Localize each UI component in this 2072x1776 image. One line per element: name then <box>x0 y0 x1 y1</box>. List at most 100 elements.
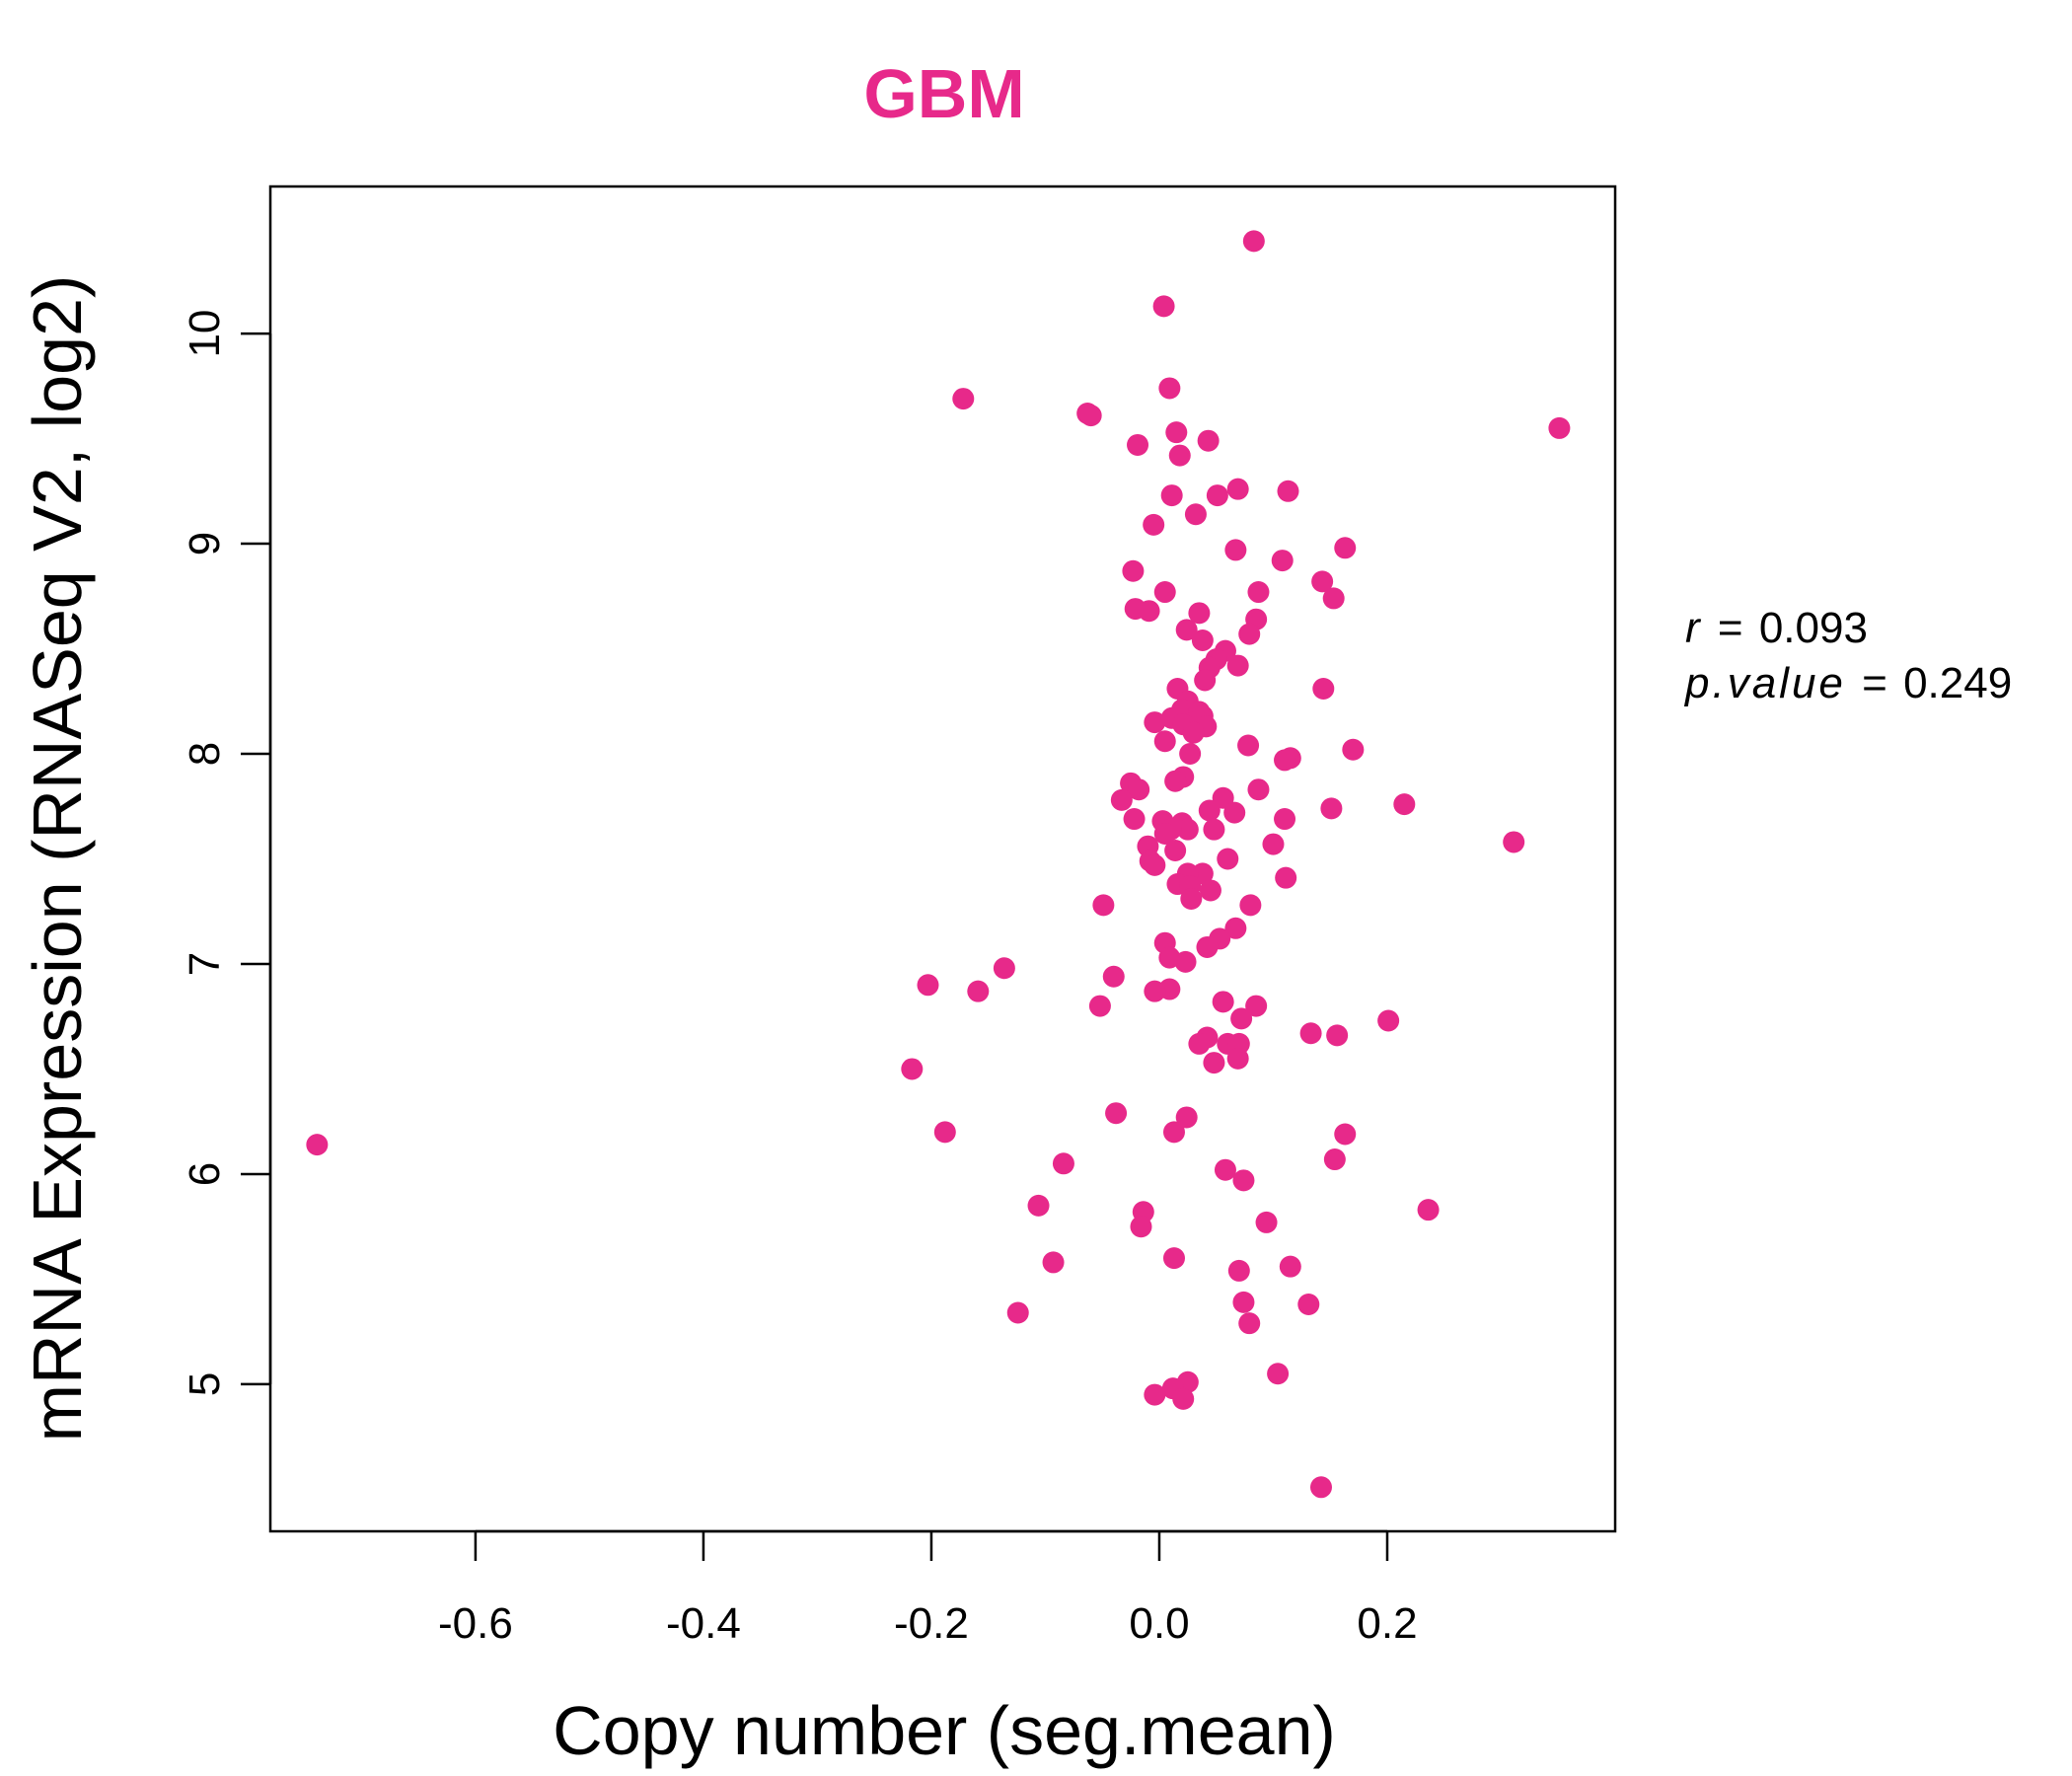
data-point <box>1160 484 1183 507</box>
data-point <box>1377 1009 1400 1032</box>
y-tick-label: 5 <box>181 1372 229 1396</box>
chart-title: GBM <box>863 55 1024 132</box>
data-point <box>1123 808 1146 831</box>
data-point <box>1110 788 1133 811</box>
data-point <box>1122 559 1145 582</box>
data-point <box>1168 444 1191 467</box>
data-point <box>1255 1211 1278 1233</box>
data-point <box>1326 1024 1349 1047</box>
data-points <box>306 230 1571 1499</box>
p-value: 0.249 <box>1903 659 2012 707</box>
y-axis-label: mRNA Expression (RNASeq V2, log2) <box>19 275 96 1443</box>
y-tick-label: 7 <box>181 952 229 976</box>
data-point <box>1548 416 1571 439</box>
data-point <box>1198 799 1221 822</box>
data-point <box>1184 503 1207 526</box>
data-point <box>1247 778 1270 801</box>
data-point <box>1203 1052 1225 1074</box>
data-point <box>1203 818 1225 841</box>
data-point <box>1299 1022 1322 1045</box>
data-point <box>1230 1007 1253 1030</box>
data-point <box>1165 421 1188 444</box>
x-axis: -0.6 -0.4 -0.2 0.0 0.2 <box>438 1529 1418 1648</box>
data-point <box>1102 965 1125 988</box>
data-point <box>1027 1194 1050 1217</box>
data-point <box>1503 831 1525 853</box>
data-point <box>993 957 1015 980</box>
data-point <box>1212 786 1234 809</box>
data-point <box>1267 1363 1290 1385</box>
data-point <box>1191 629 1214 652</box>
data-point <box>1224 539 1247 561</box>
data-point <box>1245 995 1268 1017</box>
data-point <box>1174 950 1197 973</box>
r-equals: = <box>1718 604 1743 652</box>
data-point <box>933 1121 956 1144</box>
data-point <box>1206 484 1228 507</box>
data-point <box>1196 935 1219 958</box>
correlation-stat: r = 0.093 <box>1685 604 1868 652</box>
data-point <box>1226 478 1249 500</box>
data-point <box>1158 377 1181 400</box>
data-point <box>1320 797 1343 820</box>
data-point <box>1042 1251 1065 1274</box>
data-point <box>1297 1293 1320 1315</box>
data-point <box>1271 550 1294 572</box>
data-point <box>1197 429 1220 452</box>
data-point <box>1342 738 1365 761</box>
data-point <box>1417 1199 1440 1221</box>
r-label: r <box>1685 604 1702 652</box>
data-point <box>1162 1121 1185 1144</box>
data-point <box>1052 1152 1074 1175</box>
data-point <box>1144 1383 1166 1406</box>
x-tick-label: 0.0 <box>1129 1599 1189 1648</box>
data-point <box>1179 743 1202 766</box>
data-point <box>1334 1123 1357 1146</box>
data-point <box>1182 721 1205 744</box>
data-point <box>1214 1158 1236 1181</box>
data-point <box>1092 894 1115 917</box>
data-point <box>952 388 975 410</box>
data-point <box>1128 778 1150 801</box>
data-point <box>1274 749 1296 772</box>
data-point <box>1144 853 1166 876</box>
data-point <box>1188 602 1211 625</box>
x-tick-label: -0.6 <box>438 1599 513 1648</box>
x-axis-label: Copy number (seg.mean) <box>553 1692 1336 1769</box>
data-point <box>1199 879 1221 902</box>
data-point <box>1144 711 1166 734</box>
data-point <box>917 974 939 997</box>
data-point <box>306 1134 329 1156</box>
data-point <box>1212 991 1234 1013</box>
data-point <box>1226 1047 1249 1070</box>
data-point <box>1143 513 1165 536</box>
data-point <box>1242 230 1265 253</box>
data-point <box>1223 801 1246 824</box>
data-point <box>1279 1255 1301 1278</box>
data-point <box>1153 730 1176 753</box>
data-point <box>1232 1169 1255 1192</box>
p-value-stat: p.value = 0.249 <box>1683 659 2012 707</box>
data-point <box>1180 887 1203 910</box>
data-point <box>1224 917 1247 939</box>
data-point <box>1247 581 1270 604</box>
data-point <box>1217 848 1239 870</box>
data-point <box>1323 1148 1346 1171</box>
data-point <box>1175 1106 1198 1129</box>
p-label: p.value <box>1683 659 1846 707</box>
data-point <box>1237 734 1260 757</box>
x-tick-label: -0.4 <box>666 1599 741 1648</box>
data-point <box>1176 818 1199 841</box>
data-point <box>1312 677 1335 700</box>
data-point <box>1232 1291 1255 1313</box>
data-point <box>1088 995 1111 1017</box>
data-point <box>1277 480 1299 502</box>
data-point <box>1393 793 1416 816</box>
p-equals: = <box>1862 659 1887 707</box>
r-value: 0.093 <box>1759 604 1868 652</box>
data-point <box>1153 581 1176 604</box>
data-point <box>1238 623 1261 645</box>
data-point <box>1188 1032 1211 1055</box>
data-point <box>1079 405 1102 427</box>
